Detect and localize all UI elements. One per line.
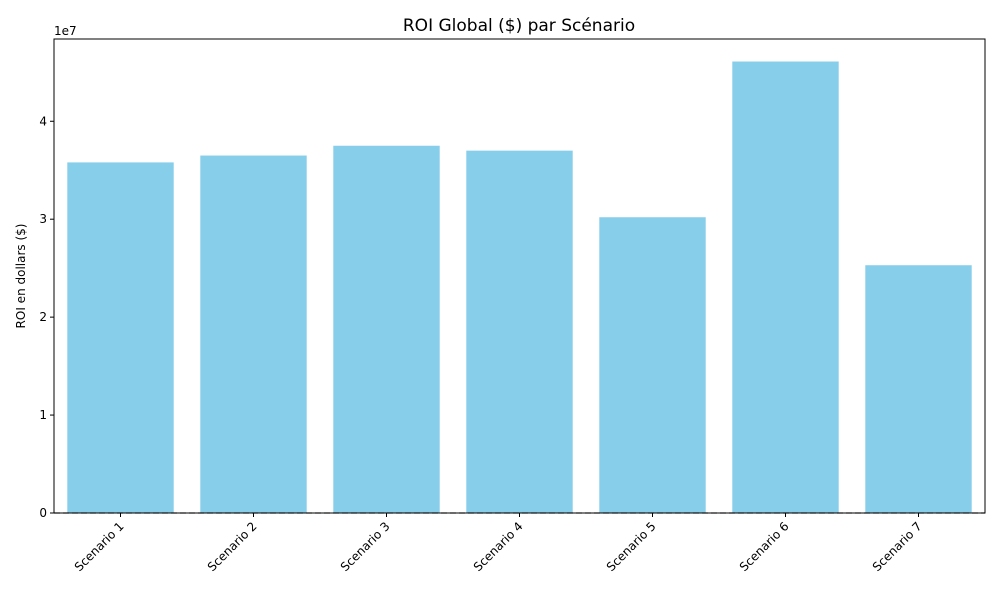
- bar-7: [865, 265, 972, 513]
- bar-3: [333, 145, 440, 513]
- x-ticks-layer: Scenario 1 Scenario 2 Scenario 3 Scenario 4…: [72, 513, 925, 574]
- y-tick-label: 2: [39, 310, 47, 324]
- y-tick-label: 0: [39, 506, 47, 520]
- y-ticks-layer: 0 1 2 3 4: [39, 114, 54, 520]
- y-tick-label: 4: [39, 114, 47, 128]
- bar-6: [732, 61, 839, 514]
- y-tick-label: 1: [39, 408, 47, 422]
- bar-1: [67, 162, 174, 513]
- bar-4: [466, 150, 573, 513]
- y-axis-offset-label: 1e7: [54, 24, 77, 38]
- x-tick-label: Scenario 7: [870, 519, 925, 574]
- bar-2: [200, 155, 307, 514]
- x-tick-label: Scenario 6: [737, 519, 792, 574]
- y-axis-label: ROI en dollars ($): [14, 224, 28, 329]
- x-tick-label: Scenario 1: [72, 519, 127, 574]
- x-tick-label: Scenario 2: [205, 519, 260, 574]
- bar-5: [599, 217, 706, 514]
- y-tick-label: 3: [39, 212, 47, 226]
- x-tick-label: Scenario 5: [604, 519, 659, 574]
- x-tick-label: Scenario 4: [471, 519, 526, 574]
- x-tick-label: Scenario 3: [338, 519, 393, 574]
- chart-title: ROI Global ($) par Scénario: [403, 16, 635, 36]
- bars-layer: [67, 61, 972, 514]
